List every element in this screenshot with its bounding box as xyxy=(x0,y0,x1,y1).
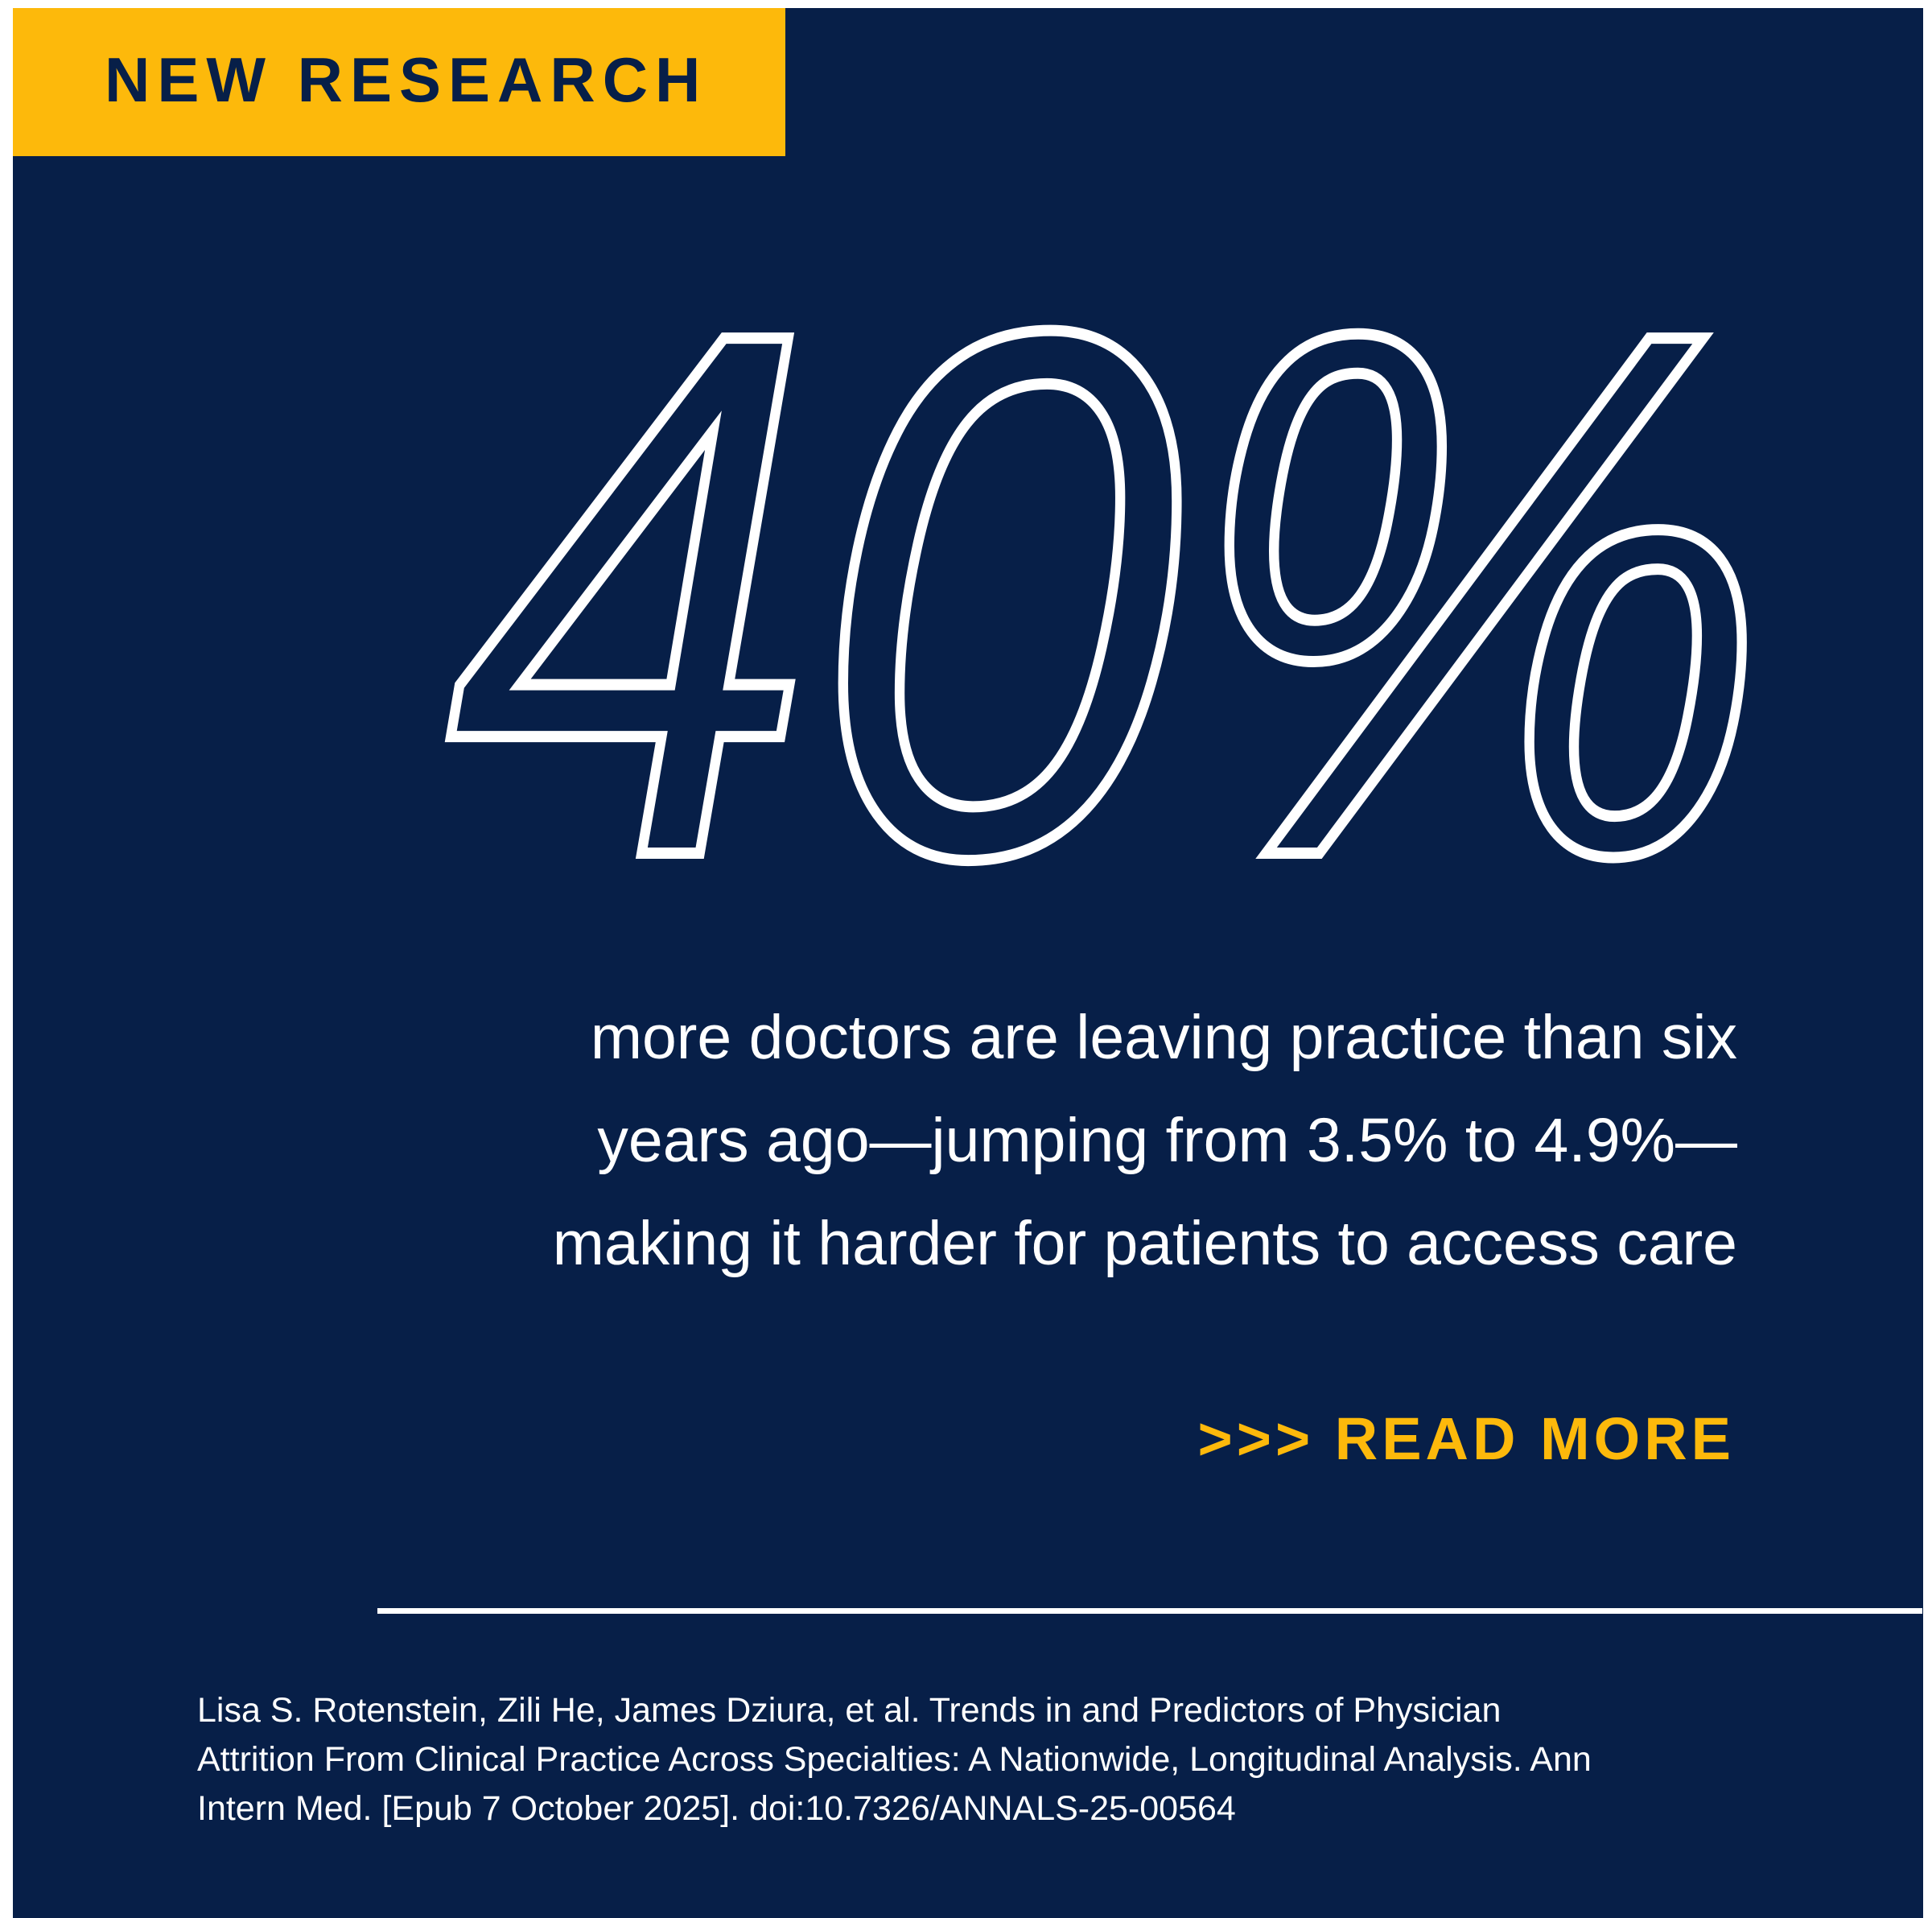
description-line: making it harder for patients to access … xyxy=(552,1209,1737,1278)
stat-description: more doctors are leaving practice than s… xyxy=(208,986,1737,1295)
new-research-badge xyxy=(13,8,785,156)
citation-line: Attrition From Clinical Practice Across … xyxy=(197,1740,1592,1779)
divider-line xyxy=(377,1608,1922,1614)
citation-line: Lisa S. Rotenstein, Zili He, James Dziur… xyxy=(197,1691,1502,1730)
citation-line: Intern Med. [Epub 7 October 2025]. doi:1… xyxy=(197,1789,1236,1828)
read-more-link[interactable]: >>> READ MORE xyxy=(1197,1405,1735,1472)
description-line: years ago—jumping from 3.5% to 4.9%— xyxy=(597,1106,1737,1175)
citation: Lisa S. Rotenstein, Zili He, James Dziur… xyxy=(197,1686,1592,1833)
headline-stat: 40% xyxy=(447,176,1770,1013)
badge-label: NEW RESEARCH xyxy=(105,44,708,115)
background-panel xyxy=(13,8,1923,1918)
description-line: more doctors are leaving practice than s… xyxy=(590,1003,1737,1072)
